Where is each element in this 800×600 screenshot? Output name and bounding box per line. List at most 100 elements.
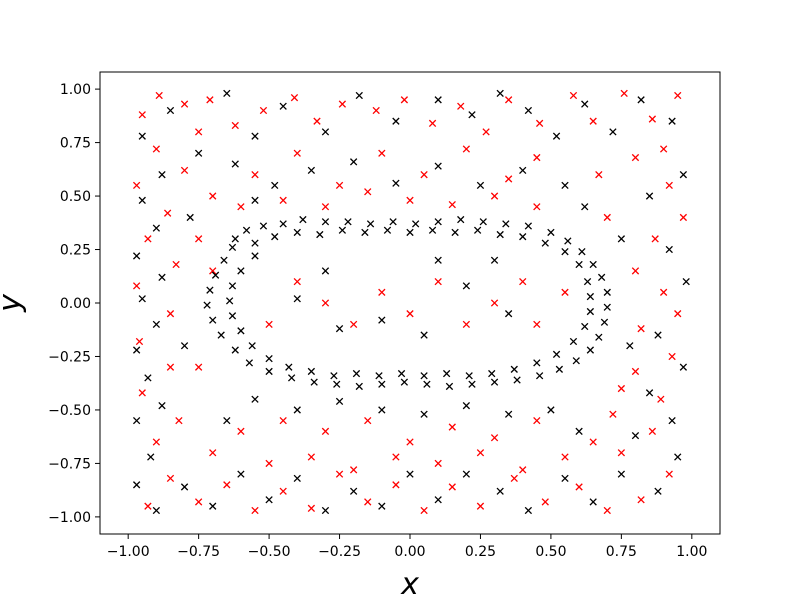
- data-point: [406, 196, 414, 204]
- data-point: [679, 363, 688, 371]
- data-point: [504, 175, 513, 183]
- data-point: [445, 382, 454, 391]
- data-point: [287, 374, 296, 382]
- data-point: [217, 331, 225, 339]
- data-point: [600, 318, 609, 326]
- y-axis-label: y: [0, 293, 28, 313]
- data-point: [144, 235, 152, 243]
- data-point: [533, 153, 541, 162]
- data-point: [465, 372, 473, 380]
- data-point: [375, 372, 383, 380]
- data-point: [595, 333, 603, 341]
- data-point: [533, 359, 541, 367]
- data-point: [152, 224, 161, 232]
- data-point: [355, 382, 363, 391]
- data-point: [321, 128, 330, 136]
- data-point: [400, 96, 409, 104]
- data-point: [383, 226, 392, 234]
- data-point: [657, 395, 665, 403]
- data-point: [561, 181, 569, 190]
- data-point: [631, 367, 640, 376]
- data-point: [152, 506, 161, 515]
- data-point: [251, 132, 259, 140]
- y-tick-label: −0.75: [48, 456, 91, 472]
- data-point: [251, 171, 259, 179]
- data-point: [476, 181, 485, 190]
- data-point: [513, 376, 521, 384]
- data-point: [564, 237, 572, 245]
- data-point: [490, 256, 499, 264]
- data-point: [510, 365, 518, 373]
- data-point: [361, 228, 369, 237]
- data-point: [251, 395, 259, 403]
- data-point: [355, 91, 363, 100]
- data-point: [603, 506, 611, 515]
- data-point: [166, 474, 175, 483]
- data-point: [138, 295, 146, 303]
- data-point: [674, 310, 682, 318]
- data-point: [279, 487, 287, 495]
- data-point: [144, 374, 152, 382]
- data-point: [231, 346, 239, 354]
- data-point: [299, 215, 307, 224]
- data-point: [490, 192, 499, 200]
- data-point: [138, 132, 146, 140]
- data-point: [589, 260, 597, 269]
- data-point: [265, 354, 273, 363]
- data-point: [279, 102, 287, 110]
- data-points: [132, 89, 690, 515]
- data-point: [228, 243, 237, 252]
- data-point: [307, 367, 316, 376]
- data-point: [138, 389, 146, 397]
- data-point: [434, 459, 442, 468]
- data-point: [603, 288, 611, 296]
- data-point: [194, 498, 203, 506]
- data-point: [533, 416, 541, 425]
- data-point: [209, 502, 217, 510]
- data-point: [194, 128, 203, 136]
- data-point: [651, 235, 659, 243]
- y-axis-ticks: 1.00 0.75 0.50 0.25 0.00 −0.25 −0.50 −0.75 −1.00: [48, 82, 100, 526]
- data-point: [595, 171, 603, 179]
- data-point: [490, 434, 499, 442]
- data-point: [575, 483, 583, 491]
- data-point: [307, 504, 316, 512]
- data-point: [468, 380, 476, 388]
- data-point: [321, 203, 330, 211]
- data-point: [581, 203, 589, 211]
- data-point: [631, 431, 640, 440]
- data-point: [510, 474, 518, 483]
- data-point: [364, 416, 372, 425]
- data-point: [569, 91, 578, 100]
- data-point: [158, 273, 166, 281]
- data-point: [172, 260, 180, 269]
- data-point: [434, 277, 442, 286]
- data-point: [209, 192, 217, 200]
- data-point: [589, 117, 597, 125]
- x-tick-label: −0.25: [318, 544, 361, 560]
- data-point: [378, 502, 386, 510]
- data-point: [251, 196, 259, 204]
- data-point: [457, 102, 465, 110]
- data-point: [321, 506, 330, 515]
- data-point: [335, 397, 344, 406]
- x-tick-label: −0.50: [248, 544, 291, 560]
- data-point: [155, 91, 163, 100]
- data-point: [400, 378, 409, 386]
- data-point: [674, 91, 682, 100]
- x-tick-label: 0.25: [465, 544, 496, 560]
- x-tick-label: 0.75: [606, 544, 637, 560]
- data-point: [462, 402, 471, 410]
- data-point: [428, 119, 437, 127]
- data-point: [364, 188, 372, 196]
- data-point: [476, 449, 485, 457]
- data-point: [237, 427, 245, 435]
- data-point: [603, 213, 611, 222]
- data-point: [307, 453, 316, 461]
- data-point: [265, 459, 273, 468]
- data-point: [482, 128, 490, 136]
- data-point: [206, 96, 214, 104]
- data-point: [609, 128, 617, 136]
- data-point: [547, 228, 555, 237]
- x-tick-label: −0.75: [177, 544, 220, 560]
